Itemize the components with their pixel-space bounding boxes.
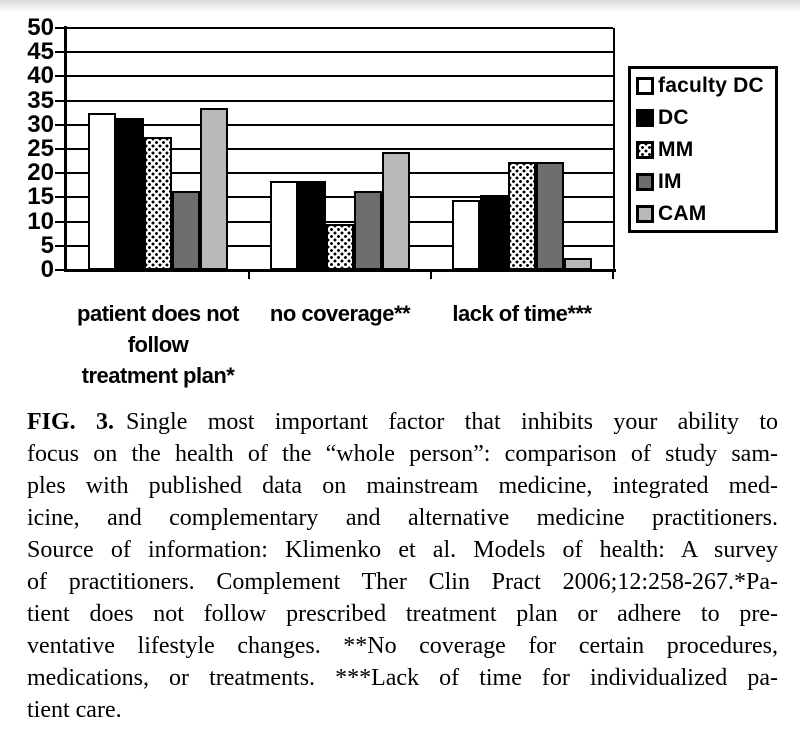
figure-caption: FIG. 3. Single most important factor that… (27, 406, 778, 726)
y-axis-tick (55, 123, 67, 126)
y-tick-label: 5 (40, 231, 54, 259)
y-axis-tick (55, 172, 67, 175)
y-axis-tick (55, 244, 67, 247)
y-tick-label: 10 (27, 207, 54, 235)
bar-cam (200, 108, 228, 270)
y-tick-label: 50 (27, 14, 54, 41)
gridline (67, 51, 613, 54)
y-tick-label: 20 (27, 159, 54, 187)
gridline (67, 123, 613, 126)
legend-item: CAM (636, 198, 775, 230)
legend-item: IM (636, 166, 775, 198)
caption-line: icine, and complementary and alternative… (27, 505, 778, 531)
bar-mm (508, 161, 536, 270)
y-tick-label: 25 (27, 135, 54, 162)
y-axis-tick (55, 99, 67, 102)
y-axis-tick (55, 269, 67, 271)
legend-swatch-black (636, 109, 654, 127)
legend-swatch-dots (636, 141, 654, 159)
y-tick-label: 0 (40, 256, 54, 283)
top-edge-gradient (0, 0, 800, 13)
y-axis-tick (55, 75, 67, 78)
legend-item: faculty DC (636, 70, 775, 102)
caption-line: tient does not follow prescribed treatme… (27, 601, 778, 627)
bar-dc (116, 117, 144, 270)
legend-label: DC (658, 106, 689, 129)
gridline (67, 27, 613, 29)
legend: faculty DC DC MM IM CAM (628, 66, 778, 233)
caption-line: medications, or treatments. ***Lack of t… (27, 665, 778, 691)
x-axis-tick (430, 272, 432, 279)
y-axis-tick (55, 27, 67, 29)
legend-item: MM (636, 134, 775, 166)
caption-line: of practitioners. Complement Ther Clin P… (27, 569, 778, 595)
gridline (67, 196, 613, 199)
legend-label: CAM (658, 202, 707, 225)
bar-cam (382, 151, 410, 270)
legend-label: faculty DC (658, 74, 764, 97)
y-axis-tick (55, 148, 67, 150)
bar-dc (480, 195, 508, 270)
caption-line: Source of information: Klimenko et al. M… (27, 537, 778, 563)
bar-im (172, 190, 200, 270)
x-axis-tick (612, 272, 614, 279)
legend-swatch-white (636, 77, 654, 95)
gridline (67, 99, 613, 102)
caption-line: ples with published data on mainstream m… (27, 473, 778, 499)
bar-mm (144, 137, 172, 270)
gridline (67, 75, 613, 78)
caption-line1-text: Single most important factor that inhibi… (126, 409, 778, 435)
y-axis-tick (55, 51, 67, 54)
axes-layer: 0 5 10 15 20 25 30 35 40 45 50 (27, 14, 616, 283)
gridline (67, 148, 613, 150)
caption-line: ventative lifestyle changes. **No covera… (27, 633, 778, 659)
y-tick-label: 15 (27, 183, 54, 211)
legend-swatch-lightgray (636, 205, 654, 223)
y-tick-label: 40 (27, 62, 54, 90)
caption-label: FIG. 3. (27, 409, 115, 435)
x-category-label: patient does not follow treatment plan* (77, 301, 239, 388)
gridline (67, 172, 613, 175)
legend-swatch-darkgray (636, 173, 654, 191)
bar-im (354, 190, 382, 270)
caption-line: focus on the health of the “whole person… (27, 441, 778, 467)
x-category-label: lack of time*** (452, 301, 592, 326)
bar-faculty-dc (452, 200, 480, 270)
gridline (67, 220, 613, 223)
y-tick-label: 45 (27, 38, 54, 66)
legend-item: DC (636, 102, 775, 134)
bar-im (536, 161, 564, 270)
caption-line: FIG. 3. Single most important factor that… (27, 406, 778, 438)
x-axis-tick (248, 272, 250, 279)
legend-label: MM (658, 138, 694, 161)
y-axis-tick (55, 220, 67, 223)
bar-mm (326, 224, 354, 270)
y-tick-label: 35 (27, 86, 54, 114)
bar-dc (298, 180, 326, 270)
bars-layer (67, 28, 613, 270)
x-category-label: no coverage** (269, 301, 411, 326)
caption-line: tient care. (27, 697, 122, 723)
legend-label: IM (658, 170, 682, 193)
bar-faculty-dc (270, 180, 298, 270)
bar-faculty-dc (88, 113, 116, 270)
x-axis-line (64, 269, 616, 272)
y-axis-tick (55, 196, 67, 199)
y-tick-label: 30 (27, 110, 54, 138)
